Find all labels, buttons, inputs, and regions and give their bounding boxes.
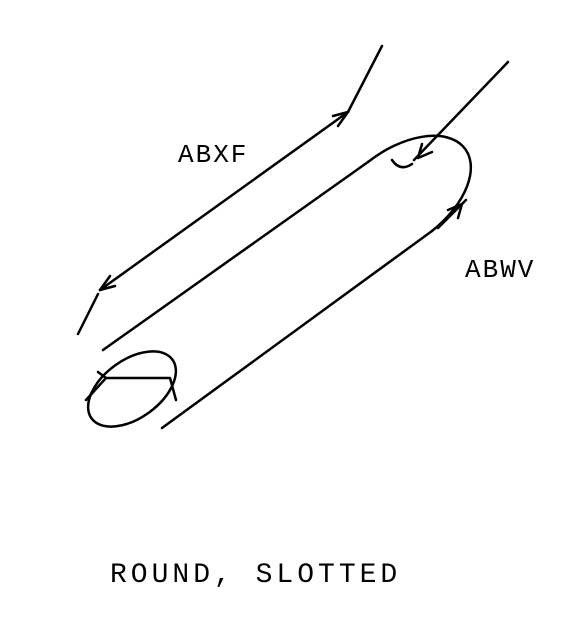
- label-abxf: ABXF: [178, 140, 248, 170]
- caption: ROUND, SLOTTED: [110, 560, 401, 591]
- cylinder-front-face: [75, 336, 190, 442]
- label-abwv: ABWV: [465, 255, 535, 285]
- dimension-abxf: [78, 46, 382, 334]
- technical-diagram: ABXF ABWV ROUND, SLOTTED: [0, 0, 578, 630]
- cylinder-top-edge: [103, 162, 368, 350]
- diagram-svg: [0, 0, 578, 630]
- cylinder-bottom-edge: [162, 231, 432, 428]
